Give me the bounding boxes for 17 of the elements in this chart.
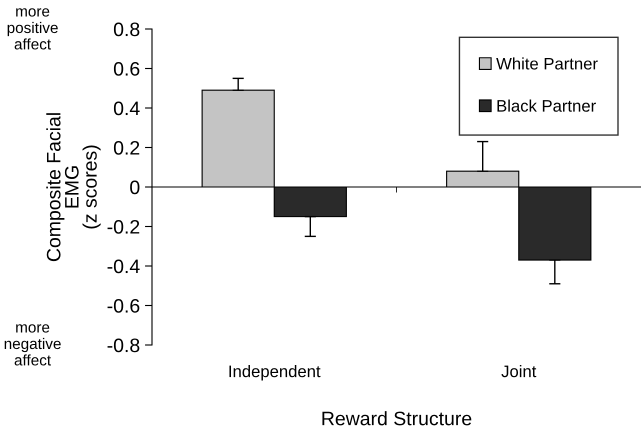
y-tick-label: 0.6: [114, 62, 140, 76]
legend-label: White Partner: [496, 57, 598, 70]
y-tick-label: 0.4: [114, 101, 140, 116]
x-axis-title: Reward Structure: [322, 411, 472, 426]
legend-label: Black Partner: [497, 100, 596, 112]
text: more positive affect: [8, 8, 58, 50]
y-tick-label: -0.2: [108, 220, 140, 234]
y-tick-label: -0.4: [108, 259, 140, 274]
y-tick-label: -0.6: [108, 298, 140, 313]
x-tick-label: Independent: [229, 365, 320, 381]
y-tick-label: 0.2: [114, 140, 140, 155]
x-tick-label: Joint: [501, 365, 536, 378]
text: more negative affect: [4, 324, 61, 366]
y-tick-label: 0.8: [114, 22, 140, 36]
y-tick-label: -0.8: [108, 338, 140, 352]
y-tick-label: 0: [130, 180, 140, 194]
y-axis-title: Composite Facial EMG (z scores): [46, 113, 101, 262]
